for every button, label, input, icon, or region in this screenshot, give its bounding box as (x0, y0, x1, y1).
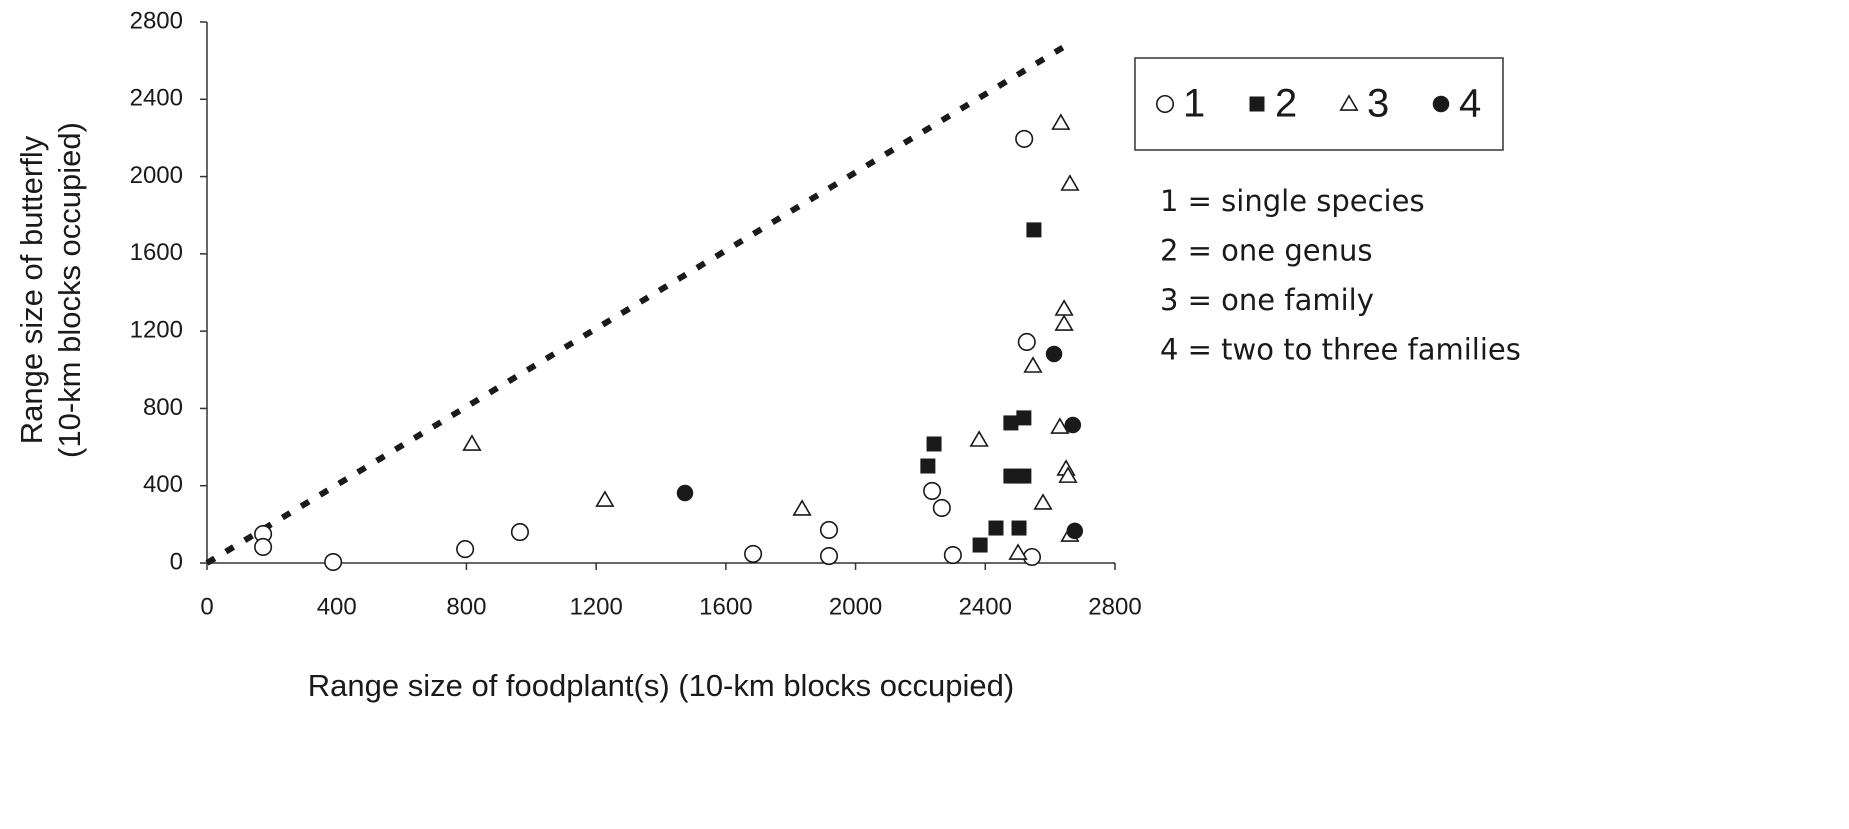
data-point (1011, 520, 1027, 536)
legend-note: 3 = one family (1160, 283, 1374, 317)
data-point (324, 552, 343, 572)
data-point (1058, 466, 1078, 483)
data-point (1054, 314, 1074, 331)
data-point (926, 436, 942, 452)
data-point (1008, 543, 1028, 560)
legend-marker (1339, 94, 1359, 111)
data-point (1054, 299, 1074, 316)
y-tick-label: 800 (143, 394, 183, 421)
y-tick-label: 400 (143, 471, 183, 498)
data-point (510, 523, 529, 542)
legend-marker (1249, 96, 1265, 112)
data-point (819, 546, 839, 566)
y-tick-label: 1600 (130, 239, 183, 266)
legend-label: 4 (1459, 82, 1481, 126)
data-point (943, 546, 962, 565)
data-point (1003, 415, 1019, 431)
data-point (595, 490, 615, 507)
data-point (1003, 468, 1019, 484)
data-point (932, 498, 951, 517)
x-tick-label: 2000 (829, 593, 882, 620)
y-axis-label: (10-km blocks occupied) (52, 122, 87, 458)
data-point (1026, 222, 1042, 238)
y-tick-label: 2000 (130, 162, 183, 189)
legend-marker (1432, 95, 1450, 113)
x-tick-label: 1200 (569, 593, 622, 620)
y-tick-label: 1200 (130, 316, 183, 343)
x-tick-label: 2400 (959, 593, 1012, 620)
data-point (744, 544, 763, 563)
data-point (676, 484, 694, 502)
data-point (923, 481, 942, 500)
data-point (1022, 547, 1042, 567)
legend-label: 1 (1183, 82, 1205, 126)
data-point (819, 520, 839, 540)
reference-line (205, 42, 1069, 566)
data-point (1016, 410, 1032, 426)
data-point (1015, 129, 1034, 148)
data-point (1045, 345, 1063, 363)
data-point (792, 499, 812, 516)
data-point (1023, 356, 1043, 373)
x-tick-label: 1600 (699, 593, 752, 620)
y-tick-label: 0 (170, 548, 183, 575)
data-point (1016, 468, 1032, 484)
x-tick-label: 800 (446, 593, 486, 620)
data-point (1051, 113, 1071, 130)
x-tick-label: 0 (200, 593, 213, 620)
data-point (1050, 417, 1070, 434)
legend-note: 4 = two to three families (1160, 333, 1521, 367)
y-tick-label: 2400 (130, 85, 183, 112)
legend-label: 2 (1275, 82, 1297, 126)
legend-label: 3 (1367, 82, 1389, 126)
x-tick-label: 400 (317, 593, 357, 620)
data-point (1066, 522, 1084, 540)
y-tick-label: 2800 (130, 7, 183, 34)
x-tick-label: 2800 (1088, 593, 1141, 620)
data-point (456, 540, 475, 559)
legend-note: 1 = single species (1160, 184, 1425, 218)
data-point (1060, 174, 1080, 191)
legend-marker (1155, 94, 1175, 114)
data-point (988, 520, 1004, 536)
x-axis-label: Range size of foodplant(s) (10-km blocks… (308, 668, 1014, 703)
legend-box (1134, 57, 1504, 151)
legend-note: 2 = one genus (1160, 234, 1373, 268)
data-point (920, 458, 936, 474)
data-point (969, 430, 989, 447)
data-point (254, 537, 273, 557)
data-point (1064, 416, 1082, 434)
y-axis-label: Range size of butterfly (14, 135, 49, 444)
data-point (1033, 493, 1053, 510)
data-point (462, 434, 482, 451)
data-point (1017, 332, 1036, 352)
data-point (972, 537, 988, 553)
